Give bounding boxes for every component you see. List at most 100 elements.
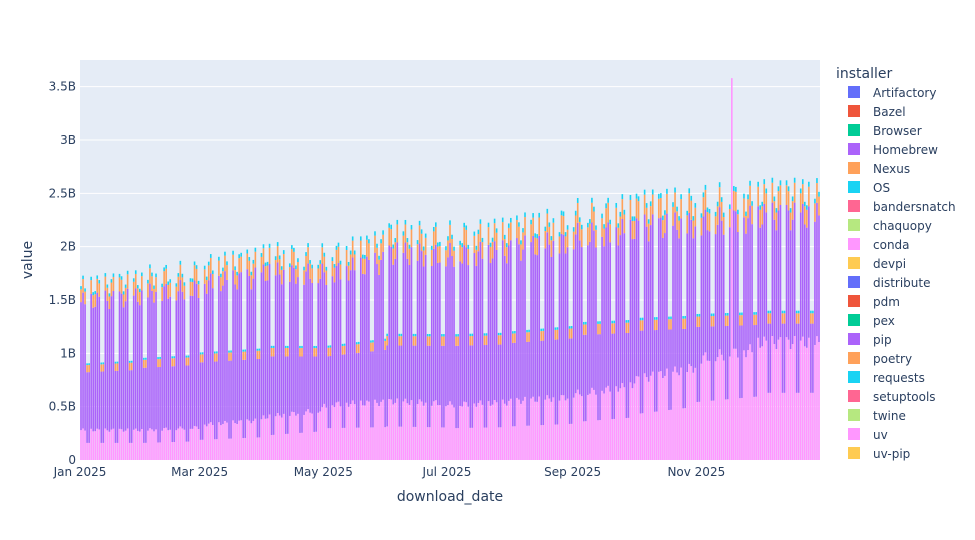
bar-poetry	[459, 244, 461, 262]
legend-swatch[interactable]	[848, 238, 860, 250]
bar-pip	[698, 326, 701, 402]
legend-swatch[interactable]	[848, 276, 860, 288]
bar-uv	[457, 428, 459, 460]
legend-item-conda[interactable]: conda	[873, 238, 910, 252]
legend-item-bandersnatch[interactable]: bandersnatch	[873, 200, 956, 214]
legend-swatch[interactable]	[848, 181, 860, 193]
bar-uv	[418, 399, 421, 460]
bar-poetry	[335, 249, 338, 266]
bar-uv	[564, 400, 567, 460]
legend-swatch[interactable]	[848, 409, 860, 421]
bar-poetry	[301, 348, 303, 357]
legend-swatch[interactable]	[848, 447, 860, 459]
bar-requests	[753, 312, 755, 315]
bar-requests	[299, 345, 301, 349]
bar-pip	[617, 245, 620, 392]
bar-pip	[293, 267, 295, 413]
legend-swatch[interactable]	[848, 314, 860, 326]
legend-swatch[interactable]	[848, 333, 860, 345]
legend-item-twine[interactable]: twine	[873, 409, 906, 423]
legend-swatch[interactable]	[848, 162, 860, 174]
bar-poetry	[169, 282, 172, 297]
bar-pip	[526, 341, 528, 426]
legend-item-nexus[interactable]: Nexus	[873, 162, 910, 176]
bar-pip	[818, 215, 820, 343]
bar-pip	[789, 230, 792, 349]
bar-pip	[100, 371, 103, 443]
legend-swatch[interactable]	[848, 200, 860, 212]
bar-pip	[420, 251, 423, 402]
bar-poetry	[392, 248, 395, 265]
legend-swatch[interactable]	[848, 86, 860, 98]
bar-poetry	[694, 207, 697, 227]
bar-uv	[643, 373, 646, 460]
legend-item-browser[interactable]: Browser	[873, 124, 922, 138]
bar-uv	[737, 357, 739, 460]
legend-swatch[interactable]	[848, 143, 860, 155]
bar-pip	[416, 260, 419, 404]
legend-swatch[interactable]	[848, 352, 860, 364]
bar-uv	[295, 415, 297, 460]
bar-uv	[777, 339, 780, 460]
bar-poetry	[735, 191, 737, 212]
bar-pip	[106, 300, 109, 431]
bar-requests	[574, 210, 577, 216]
bar-uv	[530, 398, 532, 460]
bar-uv	[398, 426, 401, 460]
bar-pip	[443, 345, 445, 428]
bar-uv	[775, 348, 778, 460]
legend-swatch[interactable]	[848, 390, 860, 402]
legend-swatch[interactable]	[848, 219, 860, 231]
bar-pip	[552, 240, 555, 398]
legend-item-chaquopy[interactable]: chaquopy	[873, 219, 932, 233]
bar-poetry	[528, 332, 530, 342]
bar-pip	[157, 367, 159, 443]
legend-swatch[interactable]	[848, 295, 860, 307]
bar-uv	[193, 425, 196, 460]
legend-swatch[interactable]	[848, 124, 860, 136]
bar-pip	[380, 259, 382, 402]
legend-item-os[interactable]: OS	[873, 181, 890, 195]
legend-item-requests[interactable]: requests	[873, 371, 925, 385]
legend-item-uv[interactable]: uv	[873, 428, 888, 442]
bar-uv	[510, 398, 512, 460]
bar-pip	[258, 358, 261, 438]
legend-swatch[interactable]	[848, 428, 860, 440]
bar-poetry	[439, 246, 441, 263]
bar-requests	[516, 215, 518, 220]
bar-pip	[118, 291, 121, 429]
bar-requests	[98, 280, 101, 284]
bar-pip	[710, 326, 713, 401]
bar-requests	[639, 317, 642, 321]
bar-requests	[191, 278, 194, 282]
bar-uv	[631, 388, 634, 460]
bar-pip	[542, 340, 545, 426]
legend-item-pip[interactable]: pip	[873, 333, 892, 347]
legend-item-setuptools[interactable]: setuptools	[873, 390, 936, 404]
legend-item-artifactory[interactable]: Artifactory	[873, 86, 936, 100]
legend-item-distribute[interactable]: distribute	[873, 276, 931, 290]
bar-poetry	[686, 215, 689, 234]
legend-item-devpi[interactable]: devpi	[873, 257, 906, 271]
legend-swatch[interactable]	[848, 371, 860, 383]
legend-swatch[interactable]	[848, 105, 860, 117]
legend-item-pdm[interactable]: pdm	[873, 295, 900, 309]
bar-pip	[694, 226, 697, 368]
bar-poetry	[126, 274, 129, 289]
legend-item-uv-pip[interactable]: uv-pip	[873, 447, 910, 461]
legend-item-bazel[interactable]: Bazel	[873, 105, 906, 119]
bar-requests	[664, 210, 666, 215]
legend-swatch[interactable]	[848, 257, 860, 269]
legend-item-pex[interactable]: pex	[873, 314, 895, 328]
bar-pip	[507, 245, 510, 401]
bar-requests	[783, 310, 786, 314]
legend-item-poetry[interactable]: poetry	[873, 352, 912, 366]
bar-requests	[408, 244, 411, 249]
bar-requests	[611, 320, 613, 324]
legend-item-homebrew[interactable]: Homebrew	[873, 143, 938, 157]
bar-requests	[266, 261, 269, 266]
bar-requests	[424, 233, 427, 238]
bar-uv	[578, 394, 581, 460]
bar-requests	[270, 345, 273, 348]
bar-requests	[380, 239, 382, 244]
